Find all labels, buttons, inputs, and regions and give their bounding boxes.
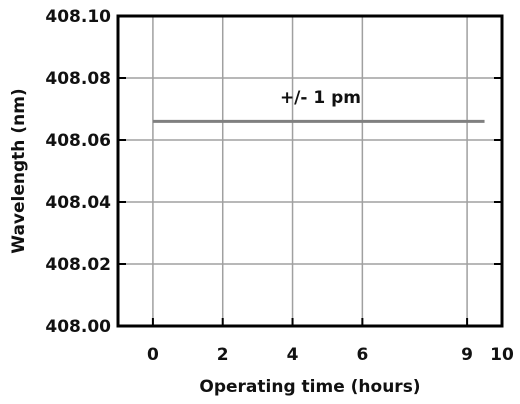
annotations: +/- 1 pm [280, 88, 361, 108]
x-tick-label: 9 [461, 345, 473, 365]
x-tick-label: 6 [356, 345, 368, 365]
y-tick-label: 408.08 [45, 69, 111, 89]
y-tick-label: 408.00 [45, 317, 111, 337]
y-tick-label: 408.04 [45, 193, 111, 213]
x-tick-label: 2 [217, 345, 229, 365]
grid-lines [118, 16, 502, 326]
annotation-label: +/- 1 pm [280, 88, 361, 108]
x-tick-label: 0 [147, 345, 159, 365]
x-tick-label: 10 [490, 345, 514, 365]
x-tick-label: 4 [287, 345, 299, 365]
x-axis: 0 2 4 6 9 10 [147, 318, 514, 365]
y-axis: 408.00 408.02 408.04 408.06 408.08 408.10 [45, 7, 502, 337]
y-axis-title: Wavelength (nm) [9, 88, 29, 253]
y-tick-label: 408.06 [45, 131, 111, 151]
y-tick-label: 408.10 [45, 7, 111, 27]
x-axis-title: Operating time (hours) [199, 377, 420, 397]
y-tick-label: 408.02 [45, 255, 111, 275]
plot-frame [116, 14, 504, 328]
